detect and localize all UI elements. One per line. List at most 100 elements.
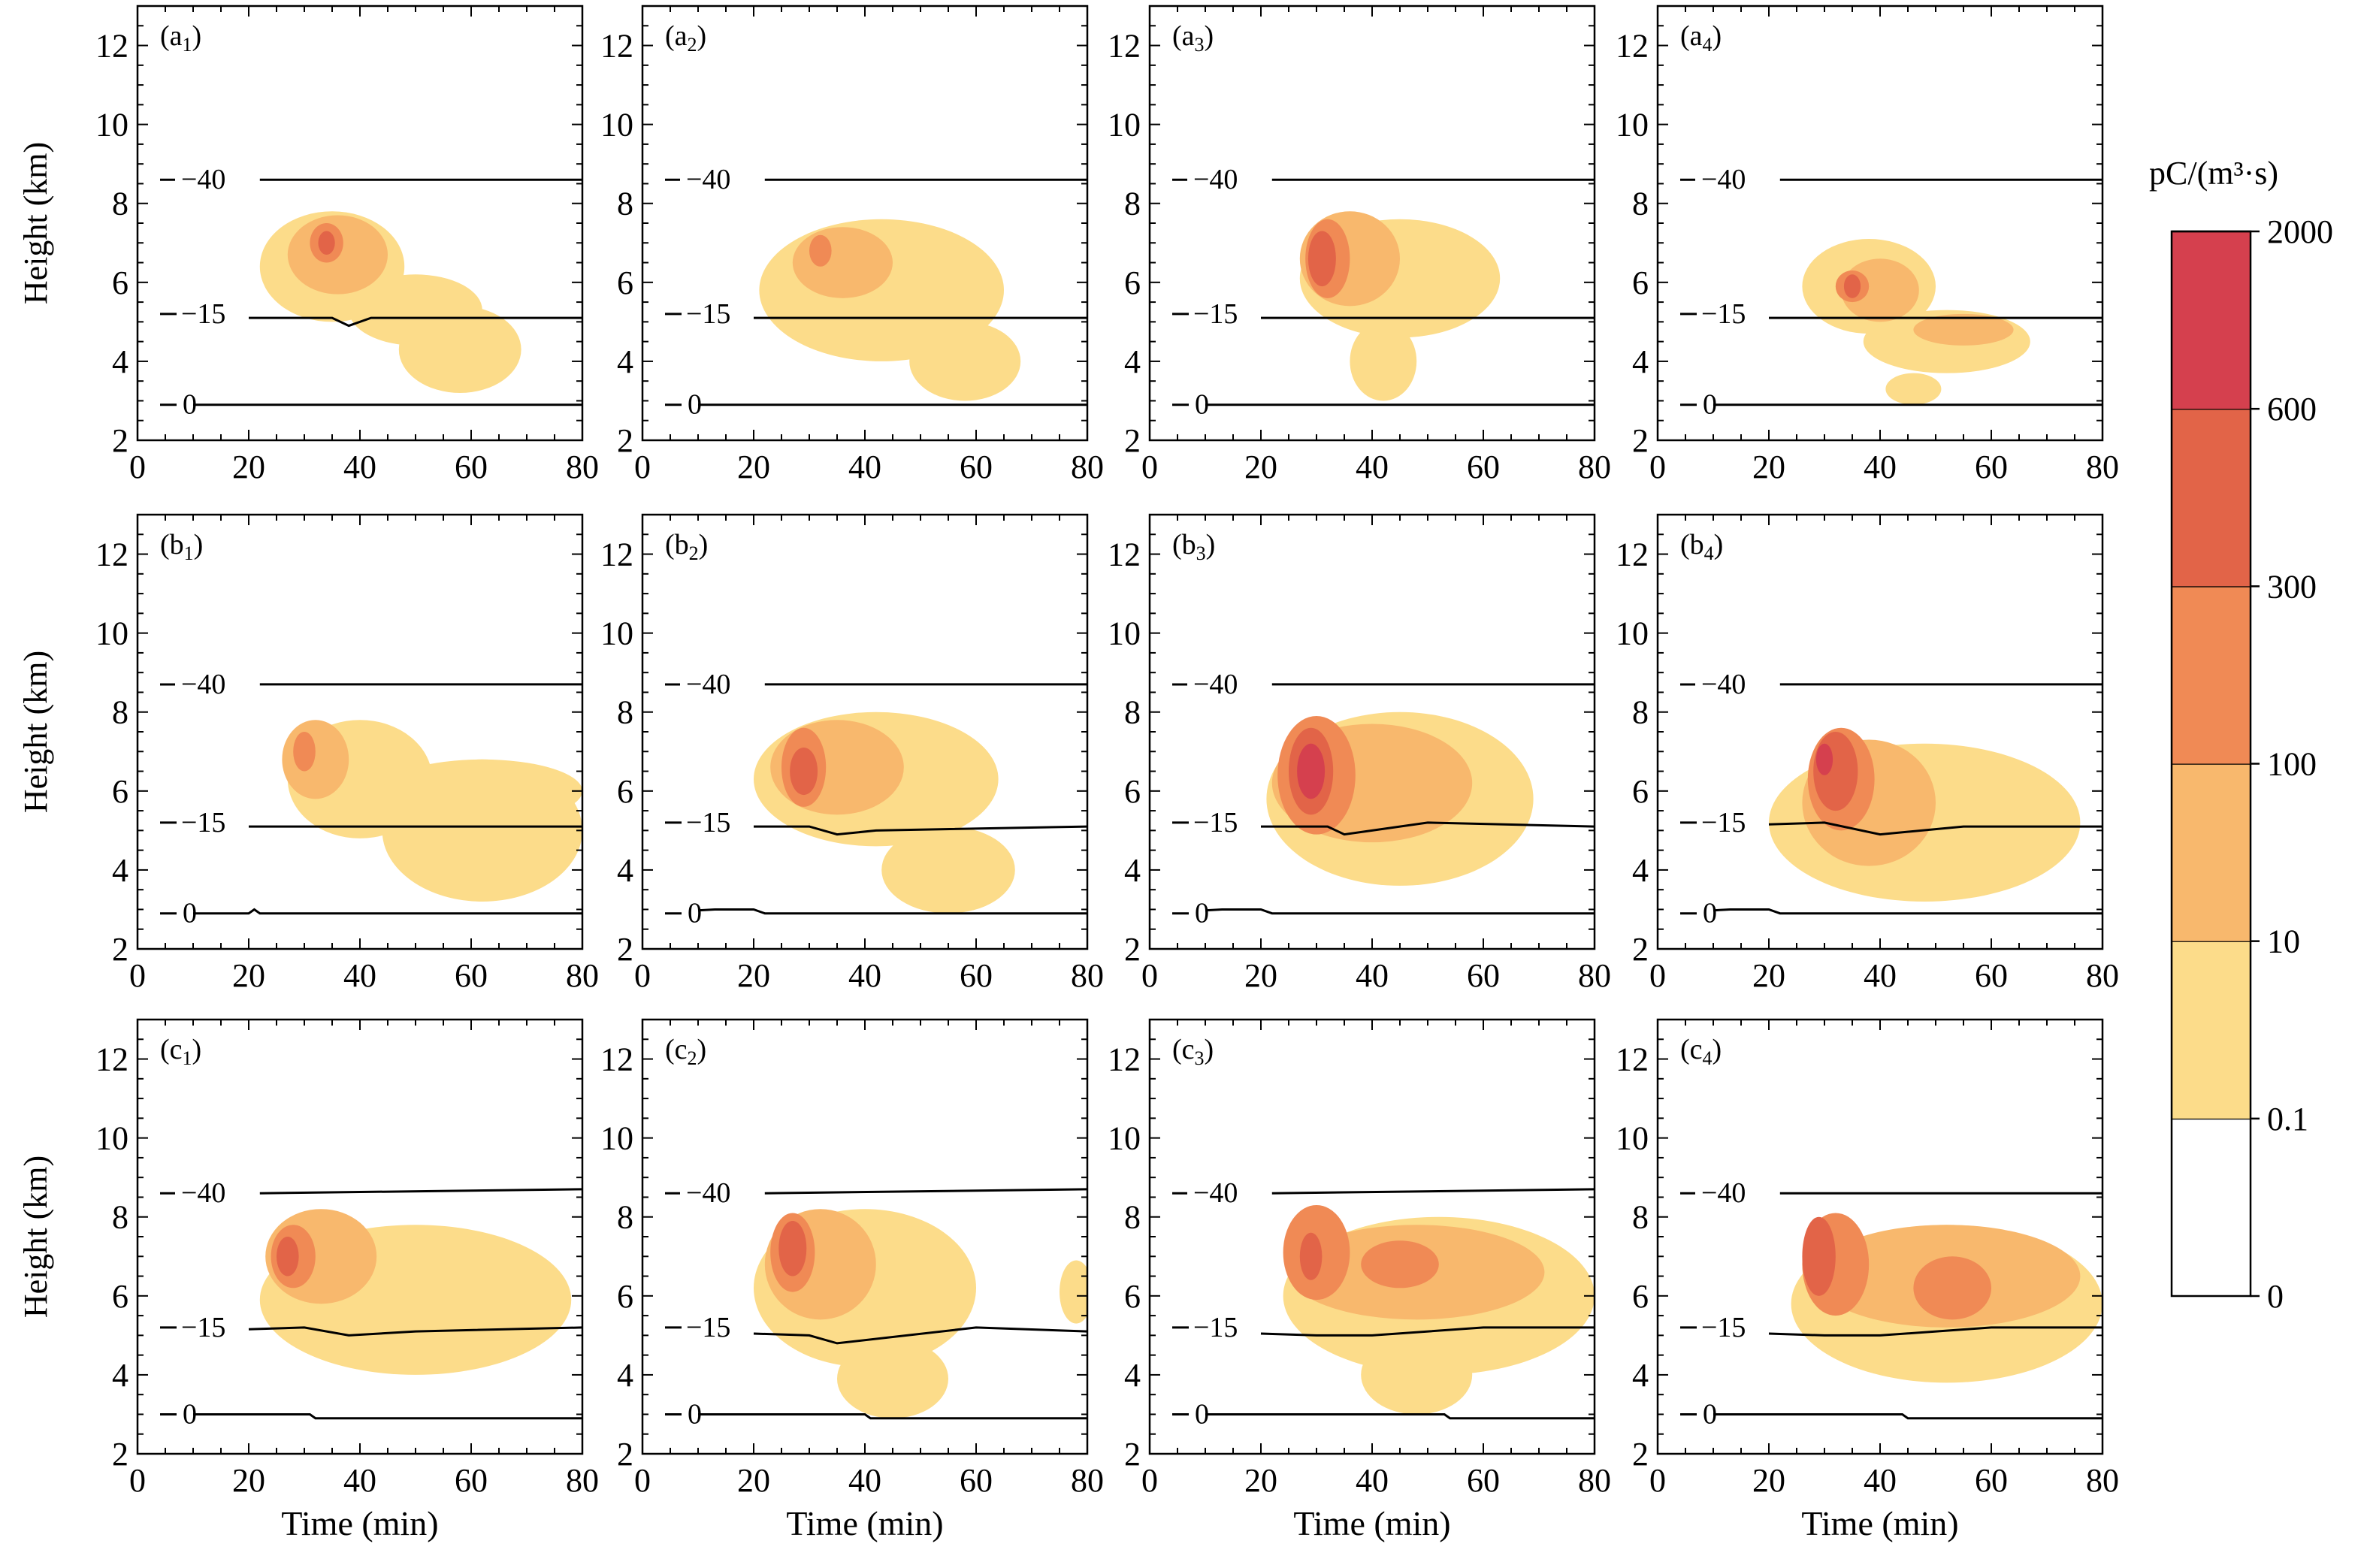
isotherm-label: −40 [1701,1177,1746,1209]
isotherm-label: −15 [1701,1312,1746,1343]
contour-level-3-region [1802,1216,1836,1296]
y-tick-label: 2 [1124,931,1141,968]
x-tick-label: 20 [1244,957,1277,994]
isotherm-line-m15 [1680,313,2102,319]
x-tick-label: 20 [737,957,770,994]
colorbar-segment [2172,231,2251,409]
isotherm-label: 0 [1195,898,1209,929]
isotherm-label: 0 [688,898,702,929]
x-tick-label: 0 [1141,1462,1158,1499]
contour-level-0-region [349,274,482,346]
contour-fills [282,720,582,902]
x-axis-label: Time (min) [786,1504,943,1542]
y-tick-label: 6 [1632,773,1649,810]
contour-fills [1802,239,2030,405]
y-tick-label: 10 [1108,615,1141,652]
colorbar-level-label: 0 [2267,1278,2284,1315]
x-tick-label: 0 [129,1462,146,1499]
y-tick-label: 8 [1124,1199,1141,1236]
panel-b3: −40 −15 0 0 20 40 60 80 2 4 6 8 10 12 (b3) [1108,513,1611,994]
y-tick-label: 8 [1632,186,1649,222]
y-axis-label: Height (km) [17,1156,54,1318]
x-tick-label: 60 [960,1462,993,1499]
panel-c1: −40 −15 0 0 20 40 60 80 2 4 6 8 10 12 (c1) Height (km) T… [17,1018,599,1542]
y-tick-label: 4 [617,852,633,889]
panel-subscript: 3 [1195,1047,1205,1069]
y-tick-label: 2 [1124,422,1141,459]
y-tick-label: 6 [617,773,633,810]
y-tick-label: 2 [617,422,633,459]
contour-fills [759,219,1021,401]
y-tick-label: 10 [1616,107,1649,144]
isotherm-line-zero [1172,1413,1595,1420]
isotherm-label: −15 [1193,807,1238,838]
contour-level-0-region [1060,1260,1087,1324]
contour-level-2-region [809,234,832,267]
x-tick-label: 20 [1752,449,1785,485]
isotherm-label: −40 [1193,669,1238,700]
x-tick-label: 80 [2086,449,2119,485]
x-tick-label: 20 [737,449,770,485]
isotherm-label: −15 [1701,298,1746,330]
panel-label: (a1) [160,20,201,56]
contour-level-2-region [293,732,316,772]
tick-marks [137,1019,583,1455]
y-tick-label: 2 [112,931,128,968]
isotherm-label: −40 [686,1177,730,1209]
isotherm-label: −40 [686,669,730,700]
contour-fills [1769,727,2081,902]
y-tick-label: 10 [95,107,128,144]
contour-level-3-region [1843,274,1861,298]
x-tick-label: 40 [848,957,881,994]
tick-marks [137,514,583,950]
tick-marks [137,5,583,441]
y-tick-label: 12 [600,28,633,65]
contour-level-2-region [1913,1256,1991,1320]
panel-letter: a [675,20,688,52]
isotherm-line-m15 [665,1326,1088,1345]
y-tick-label: 12 [600,536,633,573]
y-tick-label: 8 [112,694,128,731]
x-tick-label: 0 [1141,449,1158,485]
contour-level-1-region [792,227,893,298]
isotherm-label: 0 [1195,1398,1209,1430]
isotherm-label: −40 [1701,669,1746,700]
isotherm-label: 0 [1195,389,1209,421]
isotherm-label: 0 [1703,898,1717,929]
colorbar-segment [2172,941,2251,1119]
y-tick-label: 4 [617,343,633,380]
panel-subscript: 1 [184,542,194,564]
panel-letter: b [1182,529,1196,560]
tick-marks [1657,514,2103,950]
colorbar-title: pC/(m³·s) [2149,155,2278,192]
panel-label: (b1) [160,529,203,564]
x-tick-label: 60 [960,449,993,485]
x-tick-label: 20 [232,957,265,994]
y-tick-label: 12 [1616,536,1649,573]
isotherm-label: −40 [1193,1177,1238,1209]
y-tick-label: 2 [617,931,633,968]
y-tick-label: 12 [95,536,128,573]
x-tick-label: 60 [1467,1462,1500,1499]
panel-subscript: 3 [1196,542,1206,564]
isotherm-label: 0 [688,1398,702,1430]
x-tick-label: 60 [1975,957,2008,994]
y-axis-label: Height (km) [17,651,54,813]
y-tick-label: 2 [112,422,128,459]
contour-fills [259,211,521,393]
tick-marks [1149,1019,1595,1455]
y-tick-label: 10 [600,1120,633,1157]
y-tick-label: 6 [1632,1278,1649,1315]
x-tick-label: 80 [2086,1462,2119,1499]
contour-level-3-region [277,1237,299,1276]
y-tick-label: 12 [1616,1041,1649,1078]
panel-label: (c3) [1172,1034,1214,1069]
y-tick-label: 6 [1124,773,1141,810]
y-tick-label: 6 [617,1278,633,1315]
isotherm-label: −15 [1701,807,1746,838]
panel-letter: c [1690,1034,1703,1065]
panel-subscript: 2 [688,1047,697,1069]
y-tick-label: 8 [1632,1199,1649,1236]
x-tick-label: 0 [634,1462,651,1499]
